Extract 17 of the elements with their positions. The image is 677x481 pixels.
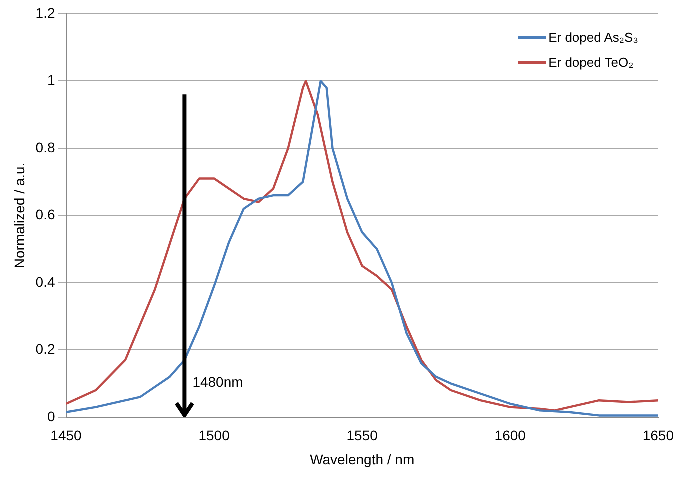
legend-label: Er doped TeO₂ xyxy=(548,55,634,70)
x-tick-label: 1500 xyxy=(198,428,230,444)
y-tick-label: 0.4 xyxy=(36,274,56,290)
x-axis-title: Wavelength / nm xyxy=(310,451,415,468)
y-tick-label: 1 xyxy=(47,72,56,88)
x-tick-label: 1600 xyxy=(494,428,526,444)
legend-label: Er doped As₂S₃ xyxy=(548,30,638,45)
y-tick-label: 0.8 xyxy=(36,139,56,156)
x-tick-label: 1550 xyxy=(346,428,378,444)
y-tick-label: 0.6 xyxy=(36,206,56,223)
x-tick-label: 1450 xyxy=(50,428,82,444)
y-tick-label: 1.2 xyxy=(36,4,56,21)
y-tick-label: 0.2 xyxy=(36,341,56,358)
y-axis-title: Normalized / a.u. xyxy=(11,162,28,269)
ref-line-label: 1480nm xyxy=(192,374,244,390)
y-tick-label: 0 xyxy=(47,408,56,424)
x-tick-label: 1650 xyxy=(642,428,674,444)
